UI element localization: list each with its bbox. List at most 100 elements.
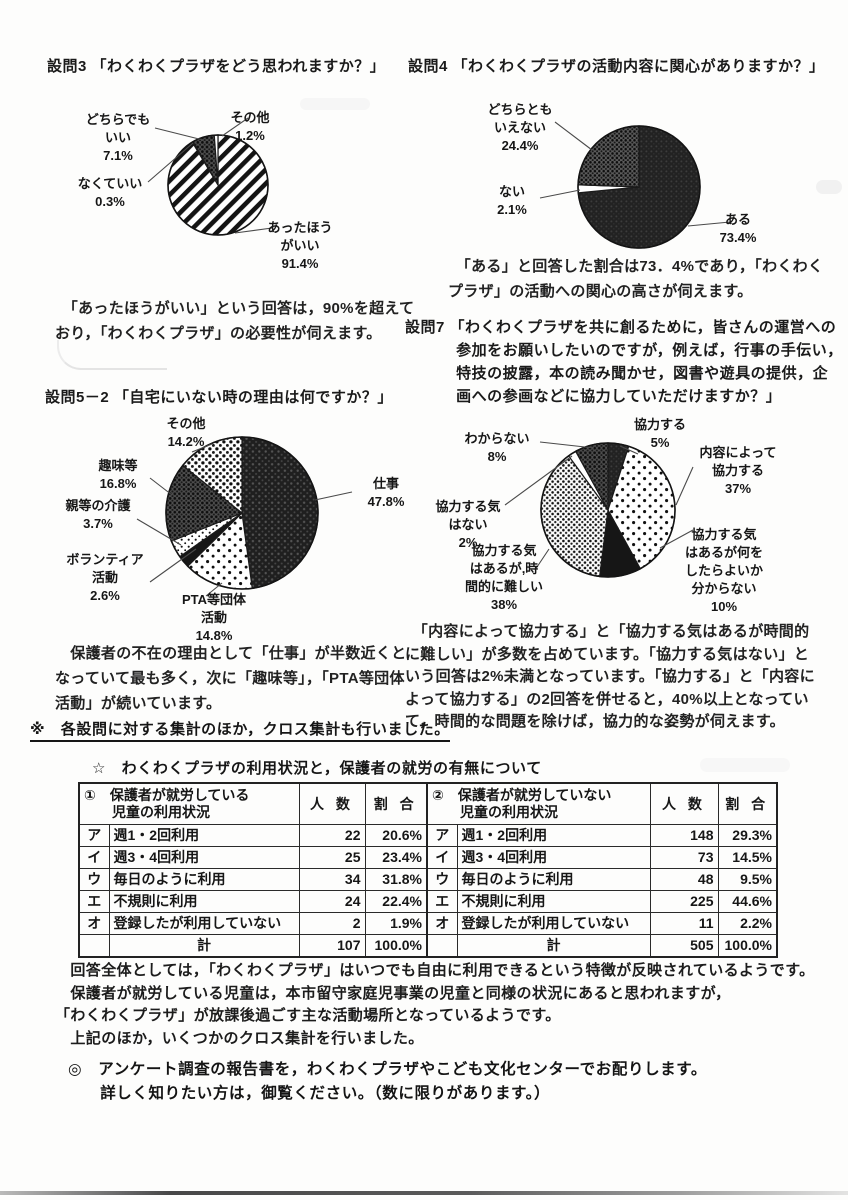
table-cell-key: ウ: [78, 868, 110, 891]
table-cell-pct: 100.0%: [364, 934, 428, 958]
table-row: ア週1・2回利用 22 20.6%: [78, 824, 428, 847]
pie-label-naniwo: 協力する気 はあるが何を したらよいか 分からない 10%: [684, 527, 763, 614]
count-header: 人 数: [649, 782, 719, 825]
table-cell-key: イ: [78, 846, 110, 869]
table-row: イ週3・4回利用 73 14.5%: [426, 846, 778, 869]
table-cell-cnt: 148: [649, 824, 719, 847]
handout-note: ◎ アンケート調査の報告書を，わくわくプラザやこども文化センターでお配りします。…: [68, 1061, 707, 1102]
leader-line: [687, 221, 731, 227]
table-row: 計 107 100.0%: [78, 934, 428, 958]
pie-outline: [167, 134, 269, 236]
pie-outline: [540, 442, 676, 578]
q3-pie-chart: どちらでも いい 7.1% なくていい 0.3% その他 1.2% あったほう …: [40, 95, 385, 330]
pie-label-aru: ある 73.4%: [719, 212, 757, 245]
leader-line: [554, 121, 593, 151]
leader-line: [147, 142, 194, 183]
table-cell-lbl: 毎日のように利用: [456, 868, 651, 891]
pie-label-kaigo: 親等の介護 3.7%: [65, 498, 131, 531]
table-cell-cnt: 22: [298, 824, 366, 847]
pie-outline: [165, 436, 319, 590]
table-cell-key: [78, 934, 110, 958]
table-cell-lbl: 登録したが利用していない: [108, 912, 300, 935]
table-nonworking-parents: ② 保護者が就労していない 児童の利用状況 人 数 割 合 ア週1・2回利用 14…: [426, 782, 778, 958]
pie-label-kyouryoku: 協力する 5%: [633, 417, 686, 450]
table-cell-lbl: 毎日のように利用: [108, 868, 300, 891]
q3-pie-svg: [147, 117, 273, 236]
table-cell-key: ア: [426, 824, 458, 847]
table-title: ① 保護者が就労している 児童の利用状況: [78, 782, 300, 825]
leader-line: [136, 518, 182, 546]
scan-edge-line: [0, 1191, 848, 1195]
pie-label-dochirademo: どちらでも いい 7.1%: [85, 112, 151, 163]
pie-label-sonota: その他 1.2%: [230, 110, 270, 143]
q3-caption: 「あったほうがいい」という回答は，90%を超えて おり，「わくわくプラザ」の必要…: [55, 300, 415, 342]
leader-line: [619, 445, 639, 455]
table-cell-cnt: 107: [298, 934, 366, 958]
q4-caption: 「ある」と回答した割合は73．4%であり，「わくわく プラザ」の活動への関心の高…: [448, 258, 824, 300]
pie-label-pta: PTA等団体 活動 14.8%: [181, 592, 247, 643]
table-cell-lbl: 計: [456, 934, 651, 958]
table-cell-cnt: 505: [649, 934, 719, 958]
leader-line: [191, 443, 213, 453]
table-cell-pct: 22.4%: [364, 890, 428, 913]
q3-title: 設問3 「わくわくプラザをどう思われますか？」: [47, 58, 386, 75]
pct-header: 割 合: [717, 782, 778, 825]
q7-title: 設問7 「わくわくプラザを共に創るために，皆さんの運営への 参加をお願いしたいの…: [405, 319, 843, 405]
table-row: オ登録したが利用していない 11 2.2%: [426, 912, 778, 935]
q5-2-caption: 保護者の不在の理由として「仕事」が半数近くと なっていて最も多く，次に「趣味等」…: [55, 645, 407, 712]
table-cell-lbl: 週3・4回利用: [456, 846, 651, 869]
pct-header: 割 合: [364, 782, 428, 825]
count-header: 人 数: [298, 782, 366, 825]
table-cell-cnt: 48: [649, 868, 719, 891]
table-row: ウ毎日のように利用 34 31.8%: [78, 868, 428, 891]
q4-title: 設問4 「わくわくプラザの活動内容に関心がありますか？」: [408, 58, 825, 75]
table-cell-lbl: 週1・2回利用: [456, 824, 651, 847]
usage-table-heading: ☆ わくわくプラザの利用状況と，保護者の就労の有無について: [92, 760, 542, 777]
leader-line: [154, 127, 204, 141]
leader-line: [205, 582, 223, 597]
cross-tab-note-wrap: ※ 各設問に対する集計のほか，クロス集計も行いました。: [30, 718, 450, 742]
table-header-row: ② 保護者が就労していない 児童の利用状況 人 数 割 合: [426, 782, 778, 825]
table-working-parents: ① 保護者が就労している 児童の利用状況 人 数 割 合 ア週1・2回利用 22 2…: [78, 782, 428, 958]
pie-outline: [577, 125, 701, 249]
pie-label-hanai: 協力する気 はない 2%: [435, 499, 501, 550]
table-cell-pct: 44.6%: [717, 890, 778, 913]
q7-pie-svg: [504, 441, 694, 578]
pie-label-sonota2: その他 14.2%: [166, 416, 206, 449]
leader-line: [539, 189, 581, 199]
table-row: ア週1・2回利用 148 29.3%: [426, 824, 778, 847]
table-cell-cnt: 73: [649, 846, 719, 869]
table-cell-pct: 14.5%: [717, 846, 778, 869]
q7-pie-chart: 協力する 5% わからない 8% 内容によって 協力する 37% 協力する気 は…: [400, 410, 848, 725]
leader-line: [314, 491, 353, 501]
pie-label-shigoto: 仕事 47.8%: [367, 476, 405, 509]
q4-pie-chart: どちらとも いえない 24.4% ない 2.1% ある 73.4%: [400, 95, 848, 310]
table-cell-key: オ: [78, 912, 110, 935]
pie-label-dochiratomo: どちらとも いえない 24.4%: [487, 102, 553, 153]
table-cell-key: オ: [426, 912, 458, 935]
table-cell-cnt: 11: [649, 912, 719, 935]
table-cell-lbl: 週1・2回利用: [108, 824, 300, 847]
q7-caption: 「内容によって協力する」と「協力する気はあるが時間的 に難しい」が多数を占めてい…: [405, 623, 815, 730]
leader-line: [539, 441, 595, 449]
table-cell-pct: 20.6%: [364, 824, 428, 847]
pie-slice: [577, 125, 640, 188]
summary-text: 回答全体としては，「わくわくプラザ」はいつでも自由に利用できるという特徴が反映さ…: [55, 962, 815, 1047]
leader-line: [675, 466, 694, 506]
leader-line: [221, 117, 249, 137]
table-row: オ登録したが利用していない 2 1.9%: [78, 912, 428, 935]
table-cell-pct: 31.8%: [364, 868, 428, 891]
leader-line: [234, 227, 273, 234]
leader-line: [534, 548, 550, 571]
table-cell-lbl: 計: [108, 934, 300, 958]
pie-label-wakaranai: わからない 8%: [464, 431, 530, 464]
pie-label-attahou: あったほう がいい 91.4%: [267, 220, 333, 271]
pie-label-jikanteki: 協力する気 はあるが,時 間的に難しい 38%: [464, 543, 543, 612]
table-title: ② 保護者が就労していない 児童の利用状況: [426, 782, 651, 825]
table-cell-lbl: 週3・4回利用: [108, 846, 300, 869]
table-cell-lbl: 不規則に利用: [456, 890, 651, 913]
table-cell-pct: 23.4%: [364, 846, 428, 869]
table-cell-key: イ: [426, 846, 458, 869]
table-cell-cnt: 25: [298, 846, 366, 869]
leader-line: [504, 455, 573, 506]
